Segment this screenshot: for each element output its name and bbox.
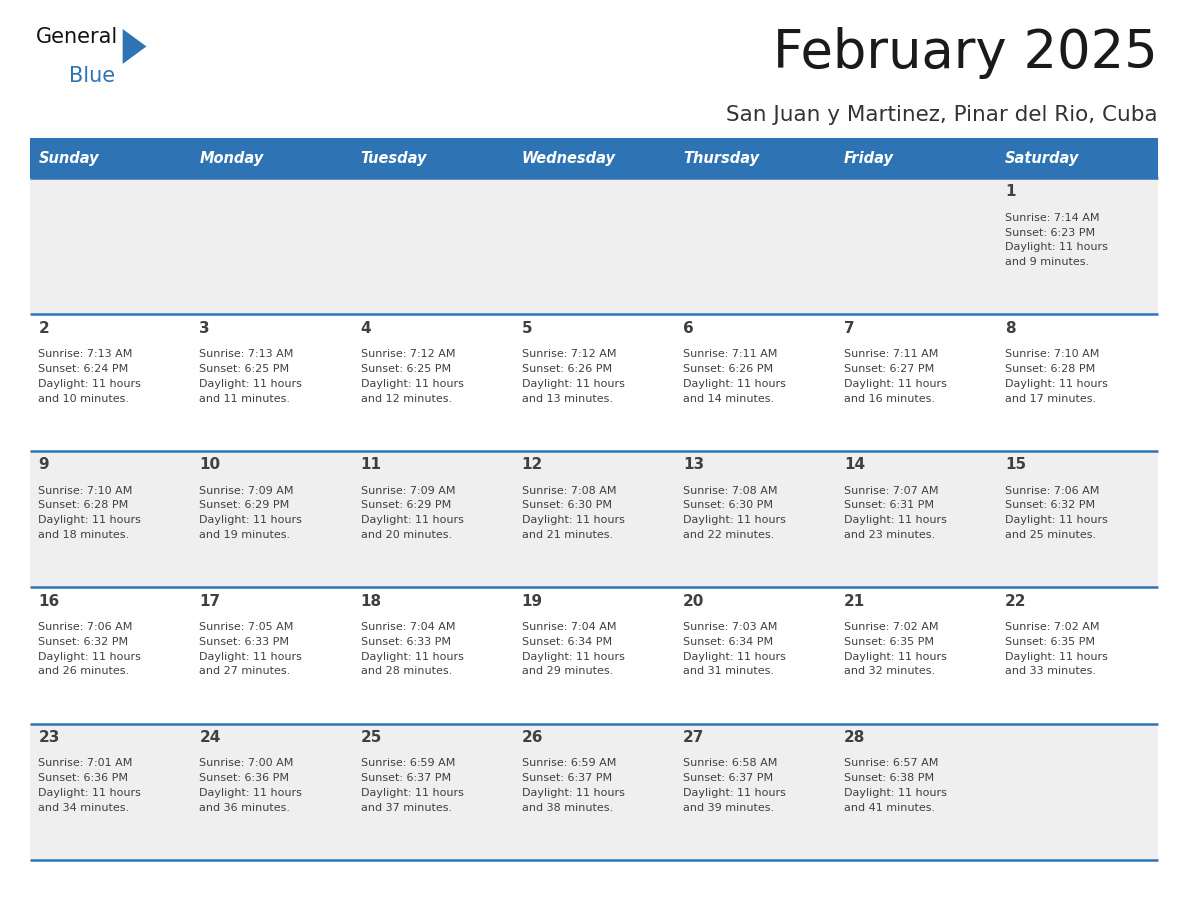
Text: Sunrise: 7:03 AM
Sunset: 6:34 PM
Daylight: 11 hours
and 31 minutes.: Sunrise: 7:03 AM Sunset: 6:34 PM Dayligh… bbox=[683, 622, 785, 677]
Text: Sunrise: 7:14 AM
Sunset: 6:23 PM
Daylight: 11 hours
and 9 minutes.: Sunrise: 7:14 AM Sunset: 6:23 PM Dayligh… bbox=[1005, 213, 1108, 267]
Text: Saturday: Saturday bbox=[1005, 151, 1080, 165]
Text: 28: 28 bbox=[843, 730, 865, 745]
Text: 21: 21 bbox=[843, 594, 865, 609]
Text: Sunrise: 7:00 AM
Sunset: 6:36 PM
Daylight: 11 hours
and 36 minutes.: Sunrise: 7:00 AM Sunset: 6:36 PM Dayligh… bbox=[200, 758, 302, 812]
Text: 23: 23 bbox=[38, 730, 59, 745]
Bar bbox=[30, 314, 1158, 451]
Text: 15: 15 bbox=[1005, 457, 1026, 472]
Text: Sunrise: 7:11 AM
Sunset: 6:26 PM
Daylight: 11 hours
and 14 minutes.: Sunrise: 7:11 AM Sunset: 6:26 PM Dayligh… bbox=[683, 349, 785, 404]
Text: Monday: Monday bbox=[200, 151, 264, 165]
Text: Sunrise: 7:07 AM
Sunset: 6:31 PM
Daylight: 11 hours
and 23 minutes.: Sunrise: 7:07 AM Sunset: 6:31 PM Dayligh… bbox=[843, 486, 947, 540]
Bar bbox=[30, 723, 1158, 860]
Text: 5: 5 bbox=[522, 320, 532, 336]
Text: Sunrise: 7:11 AM
Sunset: 6:27 PM
Daylight: 11 hours
and 16 minutes.: Sunrise: 7:11 AM Sunset: 6:27 PM Dayligh… bbox=[843, 349, 947, 404]
Text: Sunrise: 6:57 AM
Sunset: 6:38 PM
Daylight: 11 hours
and 41 minutes.: Sunrise: 6:57 AM Sunset: 6:38 PM Dayligh… bbox=[843, 758, 947, 812]
Text: February 2025: February 2025 bbox=[773, 28, 1158, 79]
Text: 8: 8 bbox=[1005, 320, 1016, 336]
Polygon shape bbox=[122, 29, 146, 64]
Text: Sunrise: 7:06 AM
Sunset: 6:32 PM
Daylight: 11 hours
and 26 minutes.: Sunrise: 7:06 AM Sunset: 6:32 PM Dayligh… bbox=[38, 622, 141, 677]
Text: 20: 20 bbox=[683, 594, 704, 609]
Text: 27: 27 bbox=[683, 730, 704, 745]
Text: Sunrise: 7:02 AM
Sunset: 6:35 PM
Daylight: 11 hours
and 33 minutes.: Sunrise: 7:02 AM Sunset: 6:35 PM Dayligh… bbox=[1005, 622, 1108, 677]
Text: Tuesday: Tuesday bbox=[361, 151, 428, 165]
Text: 26: 26 bbox=[522, 730, 543, 745]
Text: 22: 22 bbox=[1005, 594, 1026, 609]
Text: Sunrise: 7:13 AM
Sunset: 6:24 PM
Daylight: 11 hours
and 10 minutes.: Sunrise: 7:13 AM Sunset: 6:24 PM Dayligh… bbox=[38, 349, 141, 404]
Text: General: General bbox=[36, 28, 118, 47]
Text: Sunrise: 7:05 AM
Sunset: 6:33 PM
Daylight: 11 hours
and 27 minutes.: Sunrise: 7:05 AM Sunset: 6:33 PM Dayligh… bbox=[200, 622, 302, 677]
Text: Sunrise: 6:59 AM
Sunset: 6:37 PM
Daylight: 11 hours
and 37 minutes.: Sunrise: 6:59 AM Sunset: 6:37 PM Dayligh… bbox=[361, 758, 463, 812]
Text: 2: 2 bbox=[38, 320, 49, 336]
Text: 7: 7 bbox=[843, 320, 854, 336]
Text: 11: 11 bbox=[361, 457, 381, 472]
Text: 6: 6 bbox=[683, 320, 694, 336]
Text: Sunrise: 7:10 AM
Sunset: 6:28 PM
Daylight: 11 hours
and 18 minutes.: Sunrise: 7:10 AM Sunset: 6:28 PM Dayligh… bbox=[38, 486, 141, 540]
Text: 4: 4 bbox=[361, 320, 371, 336]
Text: Sunrise: 7:02 AM
Sunset: 6:35 PM
Daylight: 11 hours
and 32 minutes.: Sunrise: 7:02 AM Sunset: 6:35 PM Dayligh… bbox=[843, 622, 947, 677]
Text: Sunrise: 6:59 AM
Sunset: 6:37 PM
Daylight: 11 hours
and 38 minutes.: Sunrise: 6:59 AM Sunset: 6:37 PM Dayligh… bbox=[522, 758, 625, 812]
Text: 12: 12 bbox=[522, 457, 543, 472]
Bar bbox=[835, 138, 997, 178]
Text: Sunrise: 7:04 AM
Sunset: 6:34 PM
Daylight: 11 hours
and 29 minutes.: Sunrise: 7:04 AM Sunset: 6:34 PM Dayligh… bbox=[522, 622, 625, 677]
Bar bbox=[30, 138, 191, 178]
Bar bbox=[191, 138, 353, 178]
Text: San Juan y Martinez, Pinar del Rio, Cuba: San Juan y Martinez, Pinar del Rio, Cuba bbox=[726, 106, 1158, 125]
Text: Sunrise: 7:09 AM
Sunset: 6:29 PM
Daylight: 11 hours
and 20 minutes.: Sunrise: 7:09 AM Sunset: 6:29 PM Dayligh… bbox=[361, 486, 463, 540]
Text: 25: 25 bbox=[361, 730, 383, 745]
Text: Sunrise: 7:12 AM
Sunset: 6:25 PM
Daylight: 11 hours
and 12 minutes.: Sunrise: 7:12 AM Sunset: 6:25 PM Dayligh… bbox=[361, 349, 463, 404]
Text: 13: 13 bbox=[683, 457, 704, 472]
Bar bbox=[997, 138, 1158, 178]
Text: 3: 3 bbox=[200, 320, 210, 336]
Text: 1: 1 bbox=[1005, 185, 1016, 199]
Bar bbox=[30, 588, 1158, 723]
Bar bbox=[353, 138, 513, 178]
Text: Sunrise: 6:58 AM
Sunset: 6:37 PM
Daylight: 11 hours
and 39 minutes.: Sunrise: 6:58 AM Sunset: 6:37 PM Dayligh… bbox=[683, 758, 785, 812]
Text: Sunrise: 7:13 AM
Sunset: 6:25 PM
Daylight: 11 hours
and 11 minutes.: Sunrise: 7:13 AM Sunset: 6:25 PM Dayligh… bbox=[200, 349, 302, 404]
Text: Sunrise: 7:01 AM
Sunset: 6:36 PM
Daylight: 11 hours
and 34 minutes.: Sunrise: 7:01 AM Sunset: 6:36 PM Dayligh… bbox=[38, 758, 141, 812]
Text: 14: 14 bbox=[843, 457, 865, 472]
Text: Sunday: Sunday bbox=[38, 151, 99, 165]
Text: 10: 10 bbox=[200, 457, 221, 472]
Text: Sunrise: 7:10 AM
Sunset: 6:28 PM
Daylight: 11 hours
and 17 minutes.: Sunrise: 7:10 AM Sunset: 6:28 PM Dayligh… bbox=[1005, 349, 1108, 404]
Bar bbox=[513, 138, 675, 178]
Text: 17: 17 bbox=[200, 594, 221, 609]
Text: Sunrise: 7:08 AM
Sunset: 6:30 PM
Daylight: 11 hours
and 21 minutes.: Sunrise: 7:08 AM Sunset: 6:30 PM Dayligh… bbox=[522, 486, 625, 540]
Text: Sunrise: 7:06 AM
Sunset: 6:32 PM
Daylight: 11 hours
and 25 minutes.: Sunrise: 7:06 AM Sunset: 6:32 PM Dayligh… bbox=[1005, 486, 1108, 540]
Text: Friday: Friday bbox=[843, 151, 895, 165]
Bar bbox=[30, 451, 1158, 588]
Text: 18: 18 bbox=[361, 594, 381, 609]
Text: Blue: Blue bbox=[69, 66, 115, 85]
Text: Thursday: Thursday bbox=[683, 151, 759, 165]
Text: 19: 19 bbox=[522, 594, 543, 609]
Text: 16: 16 bbox=[38, 594, 59, 609]
Text: Wednesday: Wednesday bbox=[522, 151, 615, 165]
Bar bbox=[675, 138, 835, 178]
Text: 24: 24 bbox=[200, 730, 221, 745]
Bar bbox=[30, 178, 1158, 314]
Text: Sunrise: 7:12 AM
Sunset: 6:26 PM
Daylight: 11 hours
and 13 minutes.: Sunrise: 7:12 AM Sunset: 6:26 PM Dayligh… bbox=[522, 349, 625, 404]
Text: Sunrise: 7:04 AM
Sunset: 6:33 PM
Daylight: 11 hours
and 28 minutes.: Sunrise: 7:04 AM Sunset: 6:33 PM Dayligh… bbox=[361, 622, 463, 677]
Text: Sunrise: 7:08 AM
Sunset: 6:30 PM
Daylight: 11 hours
and 22 minutes.: Sunrise: 7:08 AM Sunset: 6:30 PM Dayligh… bbox=[683, 486, 785, 540]
Text: Sunrise: 7:09 AM
Sunset: 6:29 PM
Daylight: 11 hours
and 19 minutes.: Sunrise: 7:09 AM Sunset: 6:29 PM Dayligh… bbox=[200, 486, 302, 540]
Text: 9: 9 bbox=[38, 457, 49, 472]
